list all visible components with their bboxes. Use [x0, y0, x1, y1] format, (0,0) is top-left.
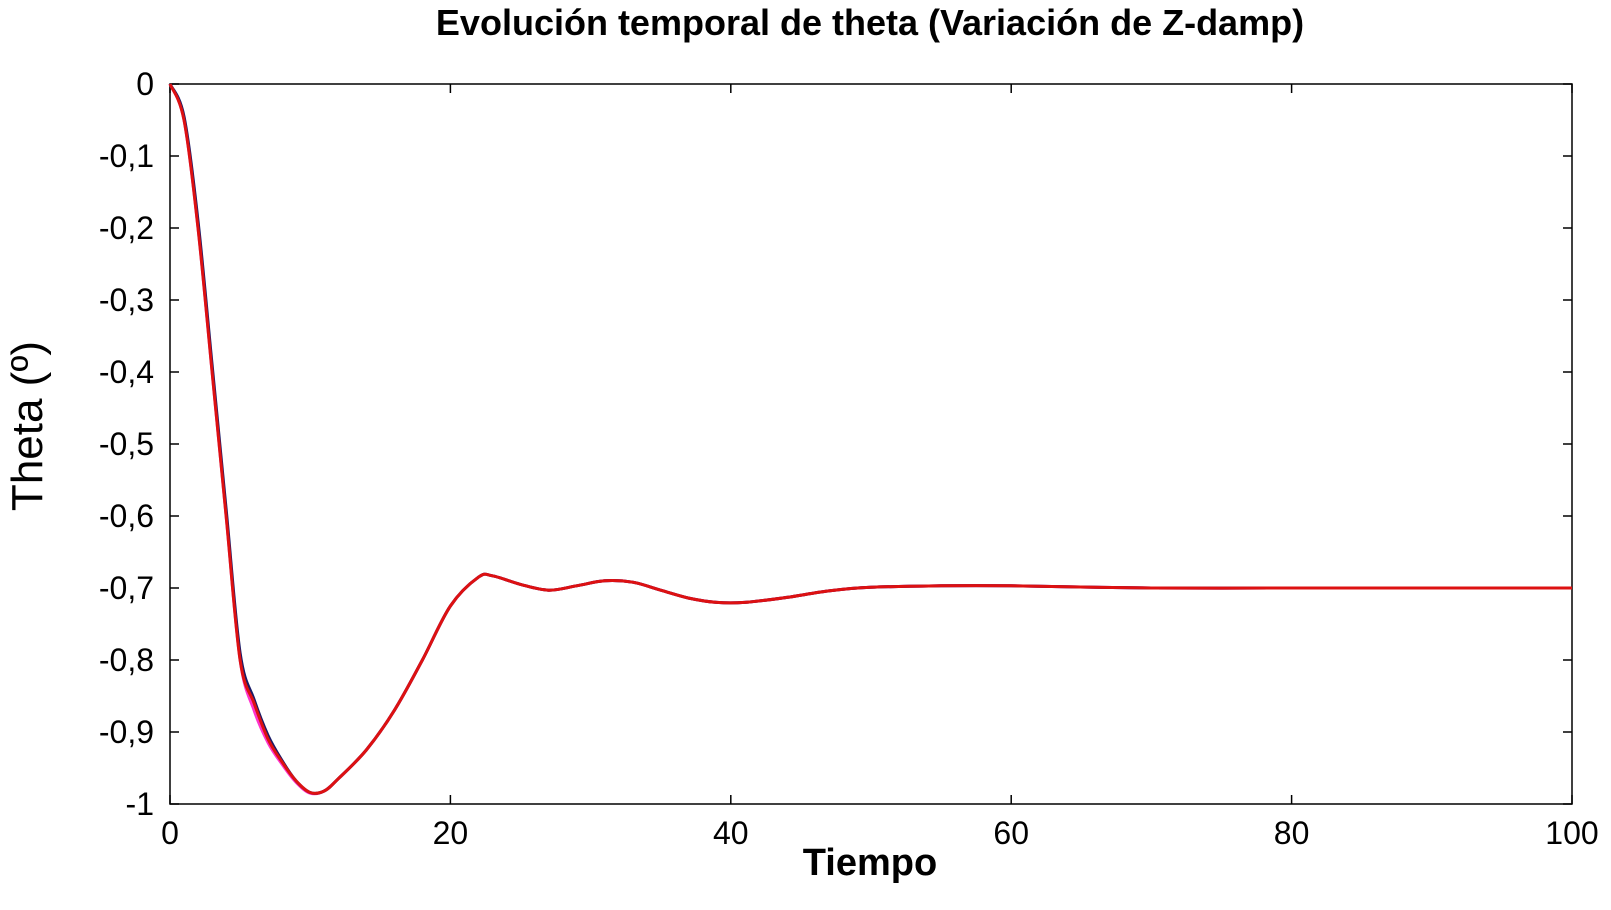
y-tick-label: -0,2	[99, 210, 154, 246]
y-tick-label: -0,8	[99, 642, 154, 678]
x-tick-label: 20	[433, 815, 469, 851]
x-tick-label: 100	[1545, 815, 1598, 851]
y-tick-label: -0,1	[99, 138, 154, 174]
x-tick-label: 40	[713, 815, 749, 851]
axis-ticks	[169, 83, 1573, 805]
y-tick-label: -0,7	[99, 570, 154, 606]
x-tick-label: 60	[993, 815, 1029, 851]
plot-frame	[169, 83, 1573, 805]
y-tick-label: -0,9	[99, 714, 154, 750]
y-tick-label: -1	[126, 786, 154, 822]
x-tick-label: 0	[161, 815, 179, 851]
x-tick-label: 80	[1274, 815, 1310, 851]
y-tick-label: -0,5	[99, 426, 154, 462]
series-line-2	[168, 83, 1572, 795]
y-tick-label: 0	[136, 66, 154, 102]
series-line-1	[168, 83, 1572, 796]
y-tick-label: -0,4	[99, 354, 154, 390]
axis-tick-labels: 0 20 40 60 80 100 0 -0,1 -0,2 -0,3 -0,4 -0,5 -0,6 -0,…	[99, 66, 1599, 851]
series-line-3	[168, 83, 1572, 795]
y-tick-label: -0,3	[99, 282, 154, 318]
y-tick-label: -0,6	[99, 498, 154, 534]
series-lines	[168, 83, 1572, 796]
chart-title: Evolución temporal de theta (Variación d…	[435, 2, 1305, 43]
x-axis-label: Tiempo	[802, 842, 938, 884]
